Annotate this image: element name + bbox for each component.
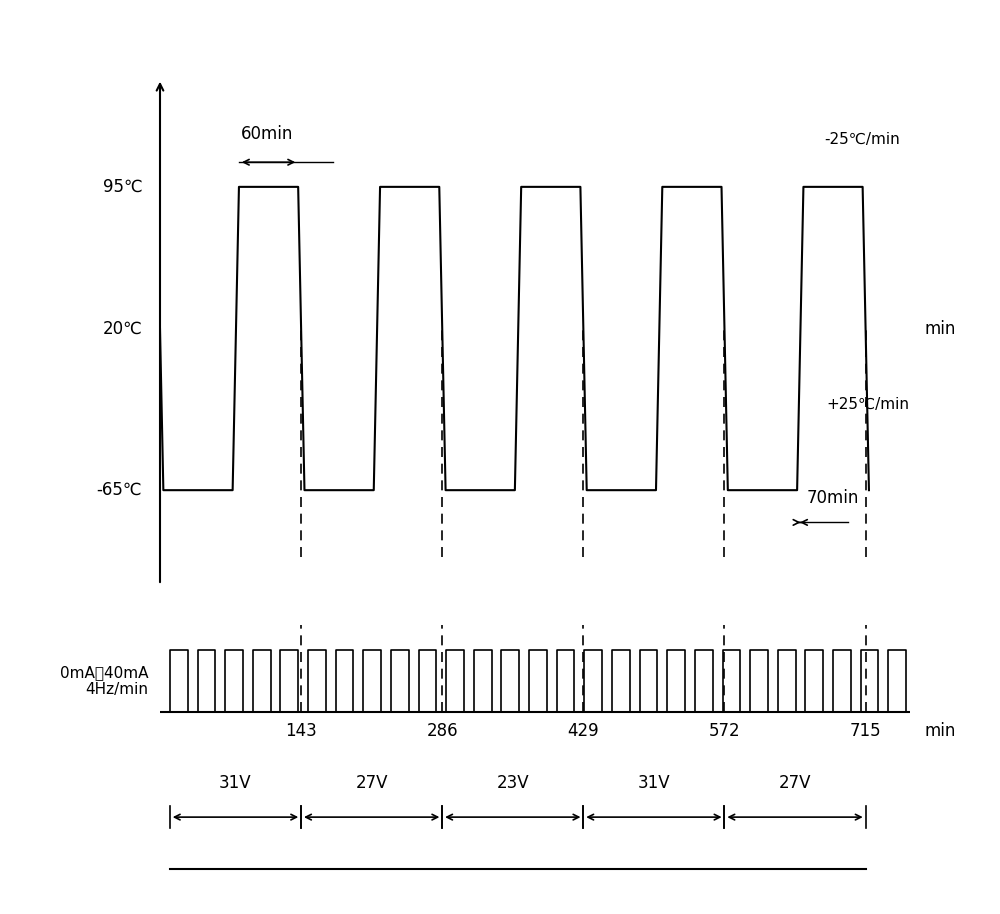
Text: 95℃: 95℃ bbox=[103, 178, 142, 196]
Text: 715: 715 bbox=[850, 722, 881, 739]
Text: 0mA～40mA
4Hz/min: 0mA～40mA 4Hz/min bbox=[60, 665, 148, 697]
Text: 429: 429 bbox=[568, 722, 599, 739]
Text: min: min bbox=[925, 320, 956, 338]
Text: +25℃/min: +25℃/min bbox=[826, 398, 909, 412]
Text: 27V: 27V bbox=[779, 774, 811, 792]
Text: 31V: 31V bbox=[638, 774, 670, 792]
Text: 70min: 70min bbox=[806, 489, 859, 507]
Text: 31V: 31V bbox=[219, 774, 252, 792]
Text: min: min bbox=[925, 722, 956, 739]
Text: -25℃/min: -25℃/min bbox=[824, 132, 900, 147]
Text: 20℃: 20℃ bbox=[102, 320, 142, 338]
Text: 143: 143 bbox=[285, 722, 317, 739]
Text: 572: 572 bbox=[709, 722, 740, 739]
Text: 23V: 23V bbox=[496, 774, 529, 792]
Text: 286: 286 bbox=[426, 722, 458, 739]
Text: -65℃: -65℃ bbox=[97, 481, 142, 499]
Text: 60min: 60min bbox=[241, 125, 293, 143]
Text: 27V: 27V bbox=[355, 774, 388, 792]
